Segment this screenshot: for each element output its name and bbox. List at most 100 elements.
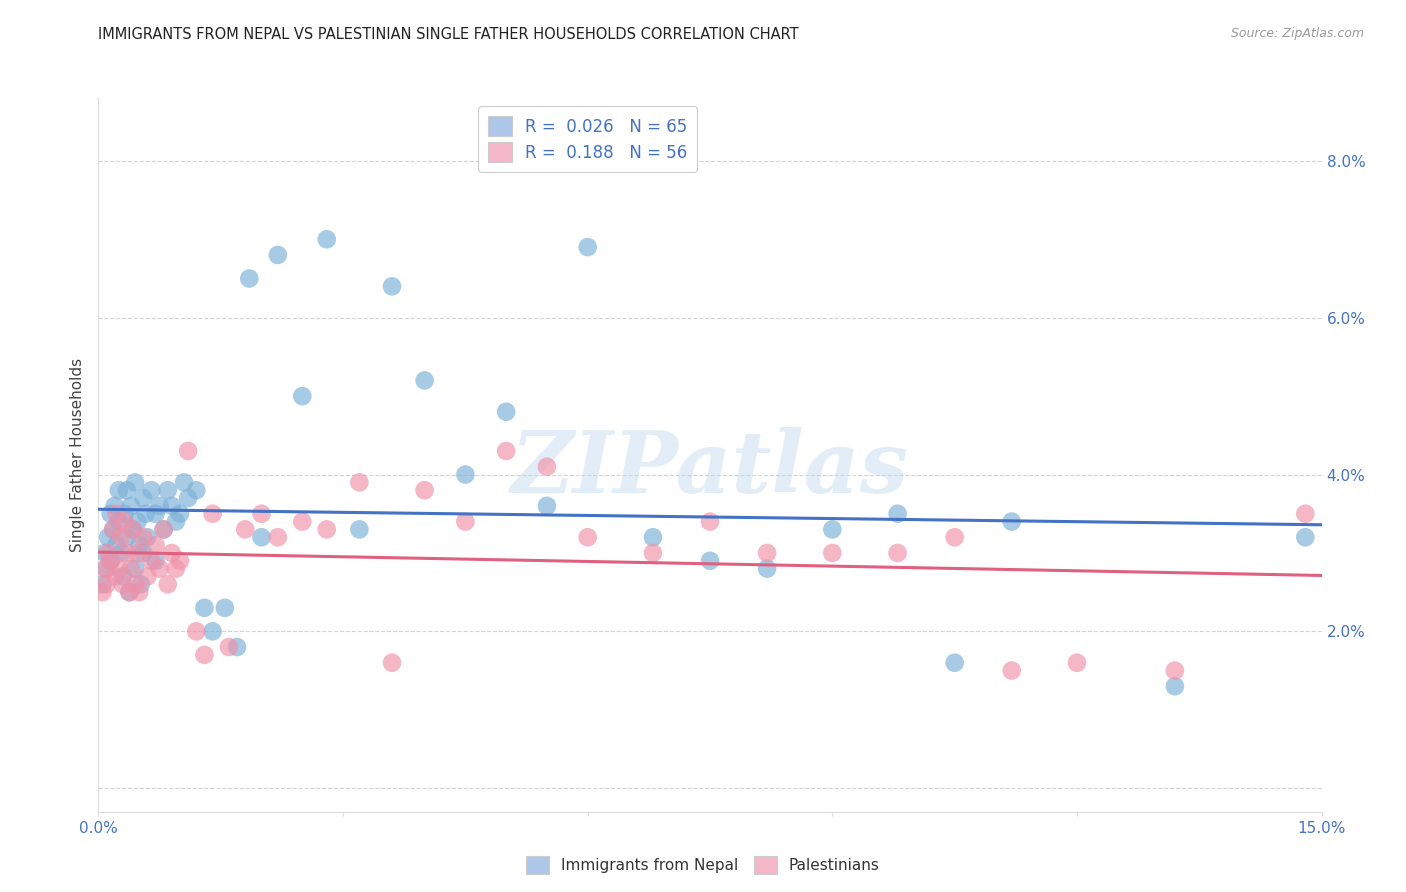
Point <box>91 585 114 599</box>
Point <box>943 530 966 544</box>
Point <box>1294 507 1316 521</box>
Point <box>114 507 136 521</box>
Point <box>886 507 908 521</box>
Point <box>100 507 122 521</box>
Point <box>821 523 844 537</box>
Point <box>250 507 273 521</box>
Point <box>124 561 146 575</box>
Point <box>121 523 143 537</box>
Point <box>238 271 260 285</box>
Point <box>135 507 157 521</box>
Legend: R =  0.026   N = 65, R =  0.188   N = 56: R = 0.026 N = 65, R = 0.188 N = 56 <box>478 106 697 171</box>
Point <box>267 248 290 262</box>
Point <box>381 279 404 293</box>
Point <box>177 491 200 505</box>
Point <box>349 523 371 537</box>
Point <box>127 546 149 560</box>
Point <box>186 624 208 639</box>
Point <box>96 577 118 591</box>
Point <box>536 459 558 474</box>
Point <box>124 475 146 490</box>
Point <box>128 585 150 599</box>
Point <box>152 523 174 537</box>
Point <box>115 483 138 498</box>
Point <box>291 389 314 403</box>
Point <box>110 530 132 544</box>
Point <box>128 538 150 552</box>
Point <box>886 546 908 560</box>
Point <box>132 530 155 544</box>
Point <box>193 648 215 662</box>
Point <box>118 585 141 599</box>
Point <box>165 561 187 575</box>
Point <box>115 530 138 544</box>
Point <box>943 656 966 670</box>
Point <box>110 546 132 560</box>
Point <box>699 554 721 568</box>
Point <box>96 561 118 575</box>
Point <box>1164 679 1187 693</box>
Point <box>118 585 141 599</box>
Point <box>91 577 114 591</box>
Point <box>132 491 155 505</box>
Point <box>152 523 174 537</box>
Point <box>173 475 195 490</box>
Point <box>97 546 120 560</box>
Point <box>145 554 167 568</box>
Point <box>100 554 122 568</box>
Point <box>127 515 149 529</box>
Point <box>115 546 138 560</box>
Point <box>349 475 371 490</box>
Point <box>156 483 179 498</box>
Point <box>104 499 127 513</box>
Point <box>149 499 172 513</box>
Point <box>160 499 183 513</box>
Point <box>641 546 664 560</box>
Point <box>149 561 172 575</box>
Point <box>124 577 146 591</box>
Point <box>267 530 290 544</box>
Point <box>165 515 187 529</box>
Point <box>97 530 120 544</box>
Point <box>177 444 200 458</box>
Point <box>454 467 477 482</box>
Point <box>136 569 159 583</box>
Point <box>821 546 844 560</box>
Point <box>250 530 273 544</box>
Point <box>145 507 167 521</box>
Point <box>169 507 191 521</box>
Point <box>120 561 142 575</box>
Point <box>413 373 436 387</box>
Point <box>576 530 599 544</box>
Point <box>105 538 128 552</box>
Point <box>94 561 117 575</box>
Point <box>141 554 163 568</box>
Point <box>186 483 208 498</box>
Point <box>381 656 404 670</box>
Point <box>156 577 179 591</box>
Point <box>1294 530 1316 544</box>
Point <box>315 232 337 246</box>
Point <box>756 561 779 575</box>
Point <box>111 569 134 583</box>
Point <box>121 523 143 537</box>
Point <box>495 444 517 458</box>
Point <box>233 523 256 537</box>
Point <box>699 515 721 529</box>
Point <box>756 546 779 560</box>
Point <box>315 523 337 537</box>
Point <box>201 507 224 521</box>
Point <box>114 515 136 529</box>
Point <box>100 554 122 568</box>
Point <box>226 640 249 654</box>
Point <box>201 624 224 639</box>
Point <box>105 507 128 521</box>
Point <box>136 530 159 544</box>
Text: Source: ZipAtlas.com: Source: ZipAtlas.com <box>1230 27 1364 40</box>
Point <box>104 569 127 583</box>
Point <box>120 499 142 513</box>
Text: IMMIGRANTS FROM NEPAL VS PALESTINIAN SINGLE FATHER HOUSEHOLDS CORRELATION CHART: IMMIGRANTS FROM NEPAL VS PALESTINIAN SIN… <box>98 27 799 42</box>
Point <box>169 554 191 568</box>
Point <box>108 515 131 529</box>
Point <box>1001 664 1024 678</box>
